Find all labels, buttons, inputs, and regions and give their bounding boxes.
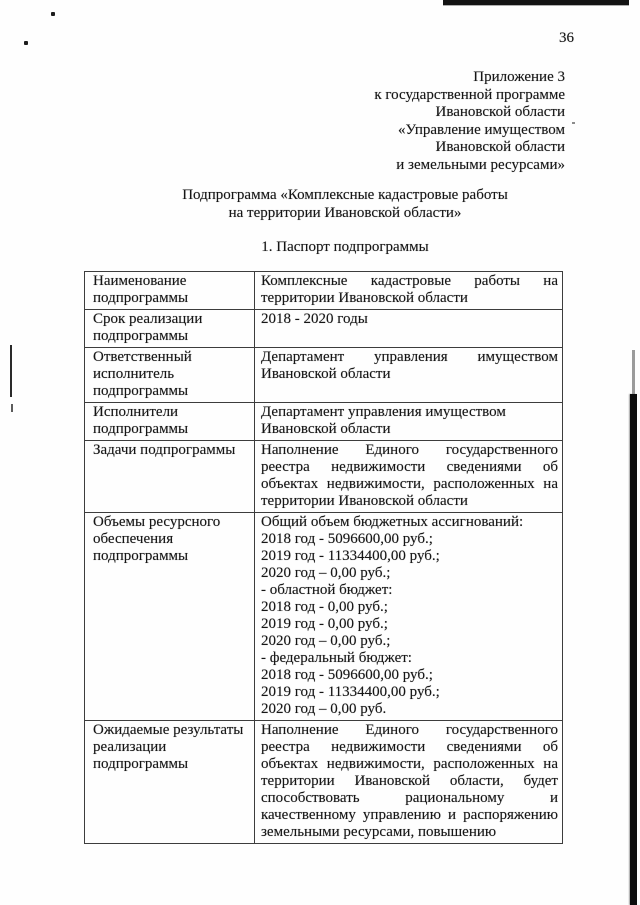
page-number: 36 — [559, 30, 574, 46]
table-row: Исполнители подпрограммы Департамент упр… — [84, 402, 563, 441]
row-value-cell: Наполнение Единого государственного реес… — [254, 440, 563, 513]
row-value-cell: Наполнение Единого государственного реес… — [254, 720, 563, 844]
row-label-cell: Исполнители подпрограммы — [84, 402, 255, 441]
row-value-cell: Департамент управления имуществом Иванов… — [254, 402, 563, 441]
table-row: Ожидаемые результаты реализации подпрогр… — [84, 720, 563, 844]
appendix-line: и земельными ресурсами» — [396, 156, 565, 173]
scan-artifact-dot — [24, 41, 28, 45]
appendix-line: к государственной программе — [374, 86, 565, 103]
table-row: Задачи подпрограммы Наполнение Единого г… — [84, 440, 563, 513]
scan-artifact-top-bar — [443, 0, 629, 5]
appendix-line: Ивановской области — [435, 139, 566, 155]
row-label-cell: Задачи подпрограммы — [84, 440, 255, 513]
table-row: Наименование подпрограммы Комплексные ка… — [84, 271, 563, 310]
row-value-cell: Департамент управления имуществом Иванов… — [254, 347, 563, 403]
table-row: Ответственный исполнитель подпрограммы Д… — [84, 347, 563, 403]
subprogram-title: Подпрограмма «Комплексные кадастровые ра… — [85, 187, 605, 222]
row-label-cell: Объемы ресурсного обеспечения подпрограм… — [84, 512, 255, 721]
scan-artifact-right-bar-fade — [632, 350, 635, 398]
scan-artifact-left-line — [10, 345, 12, 397]
appendix-line: Ивановской области — [435, 104, 566, 120]
scan-artifact-right-bar — [630, 394, 637, 905]
subprogram-title-line: Подпрограмма «Комплексные кадастровые ра… — [182, 187, 508, 203]
passport-table: Наименование подпрограммы Комплексные ка… — [84, 271, 563, 844]
row-label-cell: Ответственный исполнитель подпрограммы — [84, 347, 255, 403]
row-label-cell: Ожидаемые результаты реализации подпрогр… — [84, 720, 255, 844]
scan-artifact-dot — [51, 12, 55, 16]
appendix-note: Приложение 3 к государственной программе… — [374, 69, 565, 174]
table-row: Срок реализации подпрограммы 2018 - 2020… — [84, 309, 563, 348]
row-value-cell: Комплексные кадастровые работы на террит… — [254, 271, 563, 310]
row-label-cell: Наименование подпрограммы — [84, 271, 255, 310]
scan-artifact-dot — [572, 122, 575, 124]
row-value-cell: 2018 - 2020 годы — [254, 309, 563, 348]
appendix-line: Приложение 3 — [473, 69, 565, 85]
scan-artifact-left-line — [11, 404, 13, 412]
appendix-line: «Управление имуществом — [398, 121, 565, 138]
table-row: Объемы ресурсного обеспечения подпрограм… — [84, 512, 563, 721]
row-value-cell: Общий объем бюджетных ассигнований: 2018… — [254, 512, 563, 721]
row-label-cell: Срок реализации подпрограммы — [84, 309, 255, 348]
subprogram-title-line: на территории Ивановской области» — [228, 204, 462, 221]
section-title: 1. Паспорт подпрограммы — [261, 239, 429, 255]
